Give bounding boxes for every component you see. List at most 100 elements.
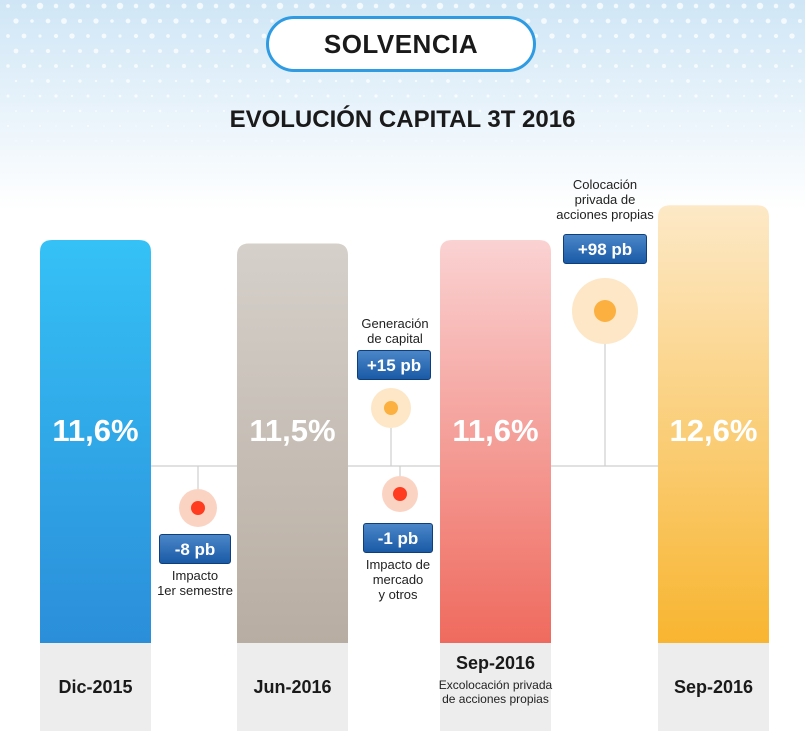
bg-dot xyxy=(118,94,122,98)
bg-dot xyxy=(101,3,107,9)
bg-dot xyxy=(406,124,410,128)
bg-dot xyxy=(159,170,161,172)
bg-dot xyxy=(119,125,121,127)
bg-dot xyxy=(503,95,505,97)
bar-value-label: 11,6% xyxy=(452,413,539,448)
bg-dot xyxy=(119,155,121,157)
bg-dot xyxy=(773,33,779,39)
bg-dot xyxy=(423,125,425,127)
bridge-label-line: Impacto xyxy=(171,568,219,583)
bg-dot xyxy=(134,64,138,68)
bg-dot xyxy=(767,140,769,142)
bg-dot xyxy=(549,3,555,9)
bg-dot xyxy=(791,125,793,127)
bridge-marker-dot xyxy=(393,487,407,501)
bg-dot xyxy=(127,140,129,142)
bg-dot xyxy=(166,4,170,8)
bg-dot xyxy=(166,94,170,98)
bg-dot xyxy=(174,79,178,83)
bg-dot xyxy=(6,34,10,38)
bg-dot xyxy=(694,64,698,68)
bg-dot xyxy=(631,125,633,127)
bg-dot xyxy=(254,79,258,83)
bg-dot xyxy=(599,155,601,157)
bg-dot xyxy=(255,170,257,172)
bg-dot xyxy=(623,140,625,142)
bg-dot xyxy=(735,140,737,142)
bg-dot xyxy=(631,155,633,157)
bg-dot xyxy=(15,110,17,112)
bg-dot xyxy=(158,49,162,53)
bg-dot xyxy=(486,94,490,98)
bg-dot xyxy=(436,2,444,10)
bg-dot xyxy=(798,109,802,113)
bg-dot xyxy=(486,124,490,128)
bg-dot xyxy=(421,3,427,9)
bg-dot xyxy=(646,4,650,8)
bg-dot xyxy=(629,33,635,39)
bg-dot xyxy=(47,140,49,142)
bg-dot xyxy=(510,109,514,113)
bg-dot xyxy=(695,155,697,157)
bg-dot xyxy=(750,109,754,113)
section-label: SOLVENCIA xyxy=(323,28,479,59)
bg-dot xyxy=(782,79,786,83)
bg-dot xyxy=(47,170,49,172)
bg-dot xyxy=(261,3,267,9)
bg-dot xyxy=(639,140,641,142)
bg-dot xyxy=(47,110,49,112)
bg-dot xyxy=(133,33,139,39)
bg-dot xyxy=(750,79,754,83)
bg-dot xyxy=(503,155,505,157)
bridge-marker-dot xyxy=(594,300,616,322)
bg-dot xyxy=(782,109,786,113)
bg-dot xyxy=(367,140,369,142)
bg-dot xyxy=(175,110,177,112)
footer-box-dic-2015: Dic-2015 xyxy=(40,643,151,731)
bg-dot xyxy=(253,48,259,54)
bg-dot xyxy=(581,33,587,39)
bg-dot xyxy=(471,125,473,127)
bg-dot xyxy=(478,109,482,113)
bridge-label: Impacto 1er semestre xyxy=(140,568,250,598)
bg-dot xyxy=(191,140,193,142)
bg-dot xyxy=(166,34,170,38)
bg-dot xyxy=(230,64,234,68)
category-label: Jun-2016 xyxy=(253,677,332,697)
bg-dot xyxy=(398,109,402,113)
bg-dot xyxy=(199,155,201,157)
bg-dot xyxy=(221,18,227,24)
bg-dot xyxy=(623,170,625,172)
bg-dot xyxy=(479,170,481,172)
bg-dot xyxy=(206,79,210,83)
bg-dot xyxy=(431,140,433,142)
bg-dot xyxy=(6,124,10,128)
bg-dot xyxy=(638,79,642,83)
bg-dot xyxy=(646,94,650,98)
bg-dot xyxy=(238,109,242,113)
bg-dot xyxy=(157,18,163,24)
bg-dot xyxy=(630,94,634,98)
bg-dot xyxy=(239,140,241,142)
bg-dot xyxy=(735,110,737,112)
bg-dot xyxy=(495,170,497,172)
bg-dot xyxy=(279,155,281,157)
bg-dot xyxy=(423,95,425,97)
category-label: Dic-2015 xyxy=(58,677,133,697)
bg-dot xyxy=(15,140,17,142)
bg-dot xyxy=(359,125,361,127)
bg-dot xyxy=(21,3,27,9)
bg-dot xyxy=(150,94,154,98)
bg-dot xyxy=(53,3,59,9)
bg-dot xyxy=(575,170,577,172)
bg-dot xyxy=(358,94,362,98)
bg-dot xyxy=(214,94,218,98)
bg-dot xyxy=(638,49,642,53)
bg-dot xyxy=(614,64,618,68)
bg-dot xyxy=(726,64,730,68)
bg-dot xyxy=(61,18,67,24)
bg-dot xyxy=(734,79,738,83)
bg-dot xyxy=(127,110,129,112)
bg-dot xyxy=(70,94,74,98)
bg-dot xyxy=(287,140,289,142)
